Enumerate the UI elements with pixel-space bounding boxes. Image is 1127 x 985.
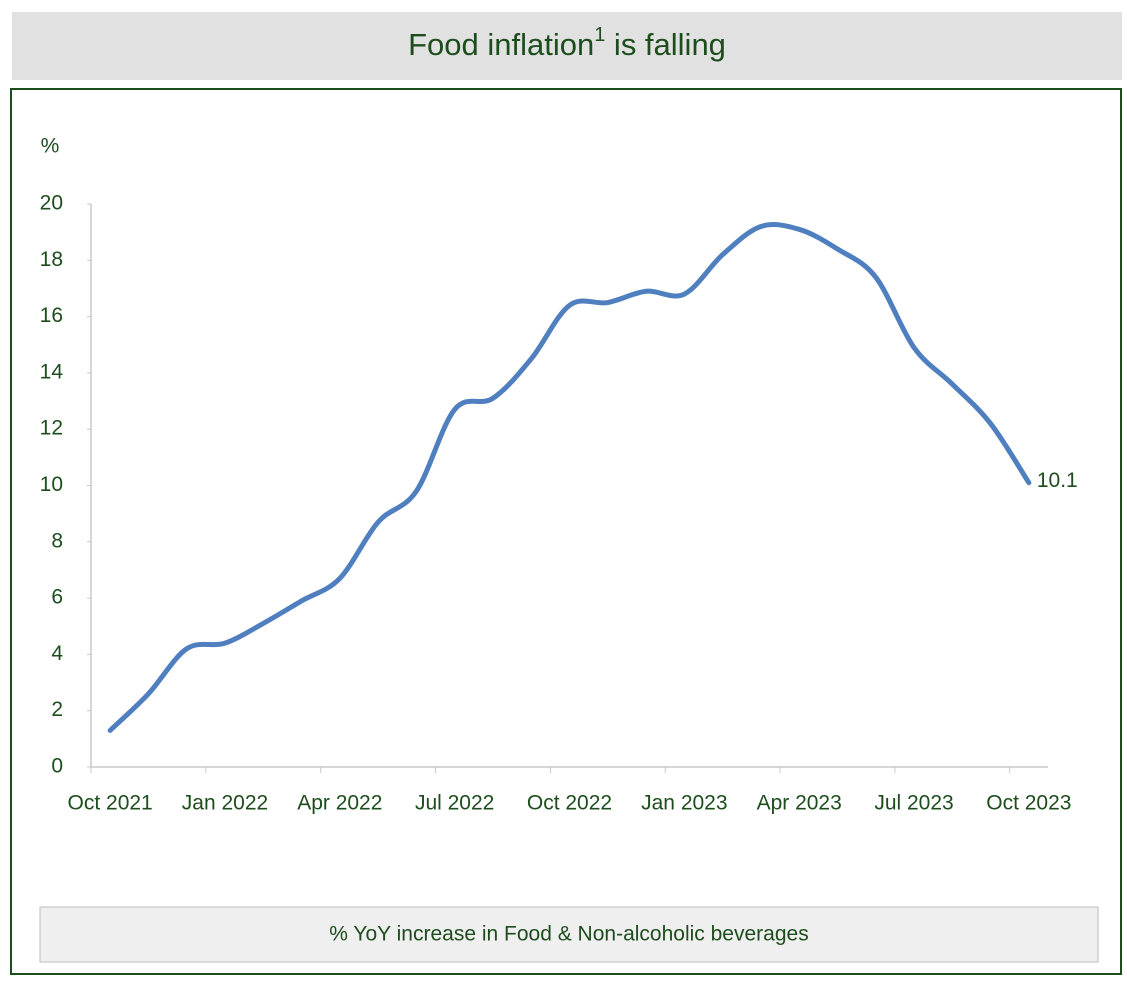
x-tick-label: Oct 2022: [527, 792, 612, 815]
y-tick-label: 12: [40, 417, 63, 440]
x-tick-label: Oct 2023: [986, 792, 1071, 815]
data-label: 10.1: [1037, 469, 1078, 492]
x-tick-label: Jul 2023: [874, 792, 953, 815]
y-tick-label: 16: [40, 304, 63, 327]
chart-frame: [10, 88, 1122, 975]
y-tick-label: 18: [40, 248, 63, 271]
x-tick-label: Jul 2022: [415, 792, 494, 815]
x-tick-label: Jan 2022: [182, 792, 268, 815]
title-part: is falling: [605, 27, 726, 62]
y-tick-label: 10: [40, 473, 63, 496]
y-tick-label: 4: [51, 642, 63, 665]
caption: % YoY increase in Food & Non-alcoholic b…: [329, 923, 808, 946]
title-bar: [12, 12, 1122, 80]
y-tick-label: 14: [40, 360, 64, 383]
x-tick-label: Jan 2023: [641, 792, 727, 815]
chart-title: Food inflation1 is falling: [408, 24, 726, 62]
y-tick-label: 8: [51, 529, 63, 552]
title-part: 1: [594, 24, 605, 46]
x-tick-label: Apr 2022: [297, 792, 382, 815]
y-axis-label: %: [41, 135, 60, 158]
y-tick-label: 6: [51, 586, 63, 609]
y-tick-label: 0: [51, 755, 63, 778]
title-part: Food inflation: [408, 27, 594, 62]
y-tick-label: 2: [51, 698, 63, 721]
x-tick-label: Apr 2023: [757, 792, 842, 815]
series-line: [107, 222, 1032, 733]
caption-box: [39, 906, 1099, 963]
y-tick-label: 20: [40, 192, 63, 215]
x-tick-label: Oct 2021: [68, 792, 153, 815]
